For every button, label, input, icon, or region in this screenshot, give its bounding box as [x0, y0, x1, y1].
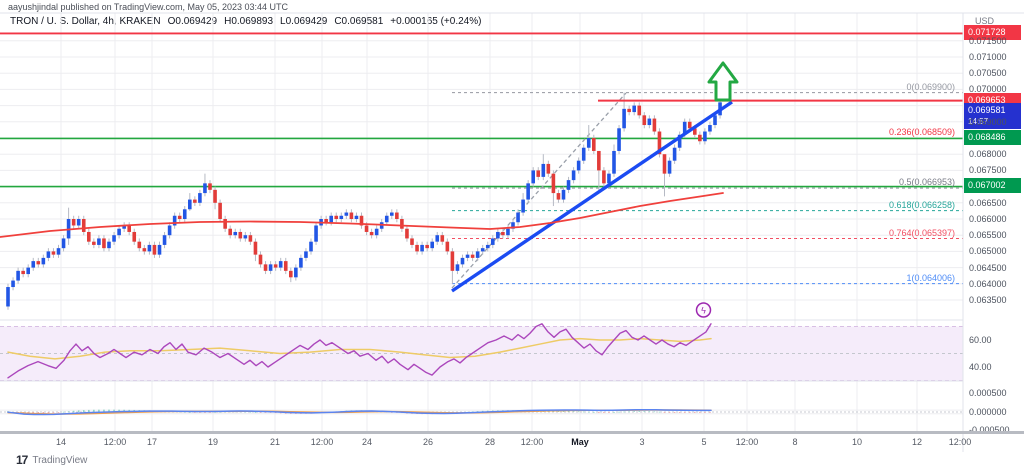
fib-retracement-lines[interactable]: [0, 92, 963, 285]
rsi-line: [7, 323, 712, 379]
ohlc-change: +0.000165 (+0.24%): [390, 16, 482, 27]
ohlc-high: H0.069893: [224, 16, 274, 27]
tradingview-logo-icon[interactable]: 17: [16, 453, 28, 467]
support-trendline[interactable]: [451, 100, 733, 293]
chart-legend[interactable]: TRON / U. S. Dollar, 4h, KRAKEN O0.069429…: [10, 16, 488, 27]
candlesticks: [6, 92, 722, 310]
axis-separator-bar: [0, 431, 1024, 434]
macd-line: [7, 408, 712, 416]
ohlc-close: C0.069581: [334, 16, 384, 27]
ohlc-open: O0.069429: [167, 16, 218, 27]
ohlc-low: L0.069429: [280, 16, 328, 27]
rsi-band: [0, 326, 963, 413]
svg-text:ϟ: ϟ: [701, 306, 706, 316]
tradingview-brand-label[interactable]: TradingView: [32, 454, 88, 466]
symbol-title[interactable]: TRON / U. S. Dollar, 4h, KRAKEN: [10, 16, 161, 27]
up-arrow-marker[interactable]: [707, 61, 739, 102]
rsi-ma-line: [7, 337, 712, 360]
publish-header: aayushjindal published on TradingView.co…: [8, 2, 289, 12]
dashed-trend-annotation[interactable]: [451, 92, 627, 289]
tradingview-attribution[interactable]: 17 TradingView: [16, 453, 87, 467]
resistance-lines[interactable]: [0, 32, 963, 102]
pane-borders: [0, 12, 1024, 452]
flash-marker-icon[interactable]: ϟ: [695, 302, 712, 318]
moving-average-line: [0, 192, 724, 238]
